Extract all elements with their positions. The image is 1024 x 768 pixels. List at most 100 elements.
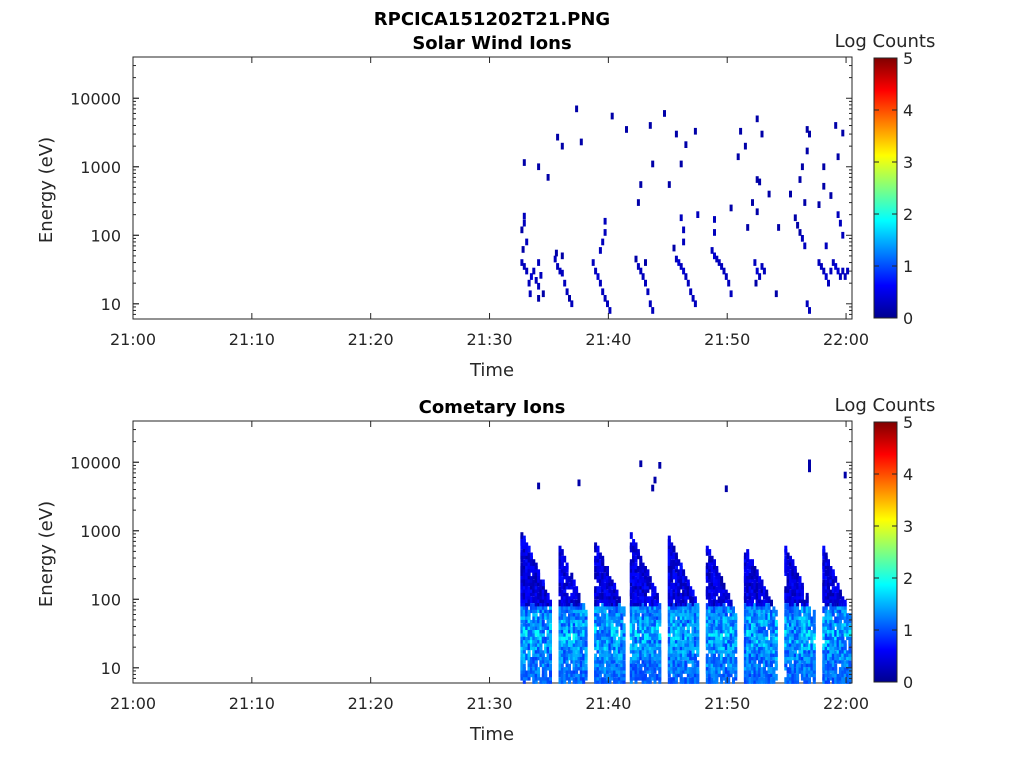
- cometary-cell: [608, 603, 612, 610]
- cometary-cell: [689, 657, 693, 664]
- cometary-cell: [831, 660, 835, 668]
- cometary-cell: [527, 643, 531, 651]
- cometary-cell: [525, 623, 529, 630]
- cometary-cell: [710, 650, 714, 657]
- cometary-cell: [598, 572, 602, 580]
- cometary-cell: [784, 633, 788, 641]
- cometary-cell: [610, 579, 614, 587]
- cometary-cell: [639, 559, 643, 566]
- cometary-cell: [684, 582, 688, 590]
- cometary-cell: [679, 623, 683, 630]
- cometary-cell: [539, 650, 543, 657]
- cometary-cell: [767, 640, 771, 647]
- cometary-cell: [674, 579, 678, 587]
- cometary-cell: [653, 619, 657, 627]
- cometary-cell: [803, 633, 807, 641]
- cometary-cell: [691, 596, 695, 603]
- solar-wind-cell: [641, 273, 645, 280]
- cometary-cell: [582, 613, 586, 620]
- cometary-cell: [770, 599, 773, 607]
- cometary-cell: [575, 599, 579, 607]
- cometary-cell: [644, 616, 647, 624]
- cometary-cell: [632, 599, 636, 607]
- cometary-cell: [679, 572, 683, 580]
- cometary-cell: [596, 566, 600, 573]
- cometary-cell: [532, 670, 536, 678]
- solar-wind-cell: [841, 231, 845, 239]
- cometary-cell: [674, 599, 678, 607]
- cometary-cell: [710, 677, 714, 684]
- cometary-cell: [603, 640, 607, 647]
- cometary-cell: [715, 640, 719, 647]
- cometary-cell: [639, 646, 643, 654]
- cometary-cell: [705, 589, 709, 597]
- cometary-cell: [760, 589, 764, 597]
- cometary-cell: [753, 572, 757, 580]
- solar-wind-cell: [762, 267, 766, 275]
- cometary-cell: [689, 613, 693, 620]
- cometary-cell: [582, 653, 586, 661]
- cometary-cell: [644, 660, 647, 668]
- cometary-cell: [812, 670, 816, 678]
- cometary-cell: [632, 623, 636, 630]
- cometary-cell: [648, 663, 652, 671]
- cometary-cell: [598, 566, 602, 573]
- cometary-cell: [710, 603, 714, 610]
- cometary-cell: [639, 599, 643, 607]
- cometary-cell: [789, 603, 792, 610]
- cometary-cell: [684, 636, 688, 644]
- solar-wind-cell: [560, 142, 564, 150]
- cometary-cell: [594, 640, 598, 647]
- cometary-cell: [534, 636, 538, 644]
- cometary-cell: [689, 609, 693, 617]
- cometary-cell: [613, 609, 617, 617]
- cometary-cell: [613, 599, 617, 607]
- cometary-cell: [639, 670, 643, 678]
- solar-wind-cell: [817, 259, 821, 266]
- cometary-cell: [674, 640, 678, 647]
- cometary-cell: [648, 673, 652, 681]
- cometary-cell: [606, 613, 609, 620]
- cometary-cell: [549, 613, 552, 620]
- cometary-cell: [613, 650, 617, 657]
- cometary-cell: [693, 633, 697, 641]
- cometary-cell: [796, 576, 800, 583]
- cometary-cell: [693, 609, 697, 617]
- cometary-cell: [727, 677, 731, 684]
- cometary-cell: [520, 633, 524, 641]
- cometary-cell: [743, 566, 747, 573]
- cometary-cell: [831, 576, 835, 583]
- cometary-cell: [622, 673, 626, 681]
- cometary-cell: [791, 636, 795, 644]
- cometary-cell: [793, 566, 797, 573]
- cometary-cell: [843, 471, 847, 479]
- solar-wind-cell: [767, 190, 771, 198]
- cometary-cell: [812, 626, 816, 634]
- cometary-cell: [753, 613, 757, 620]
- cometary-cell: [636, 633, 640, 641]
- cometary-cell: [822, 586, 826, 593]
- cometary-cell: [808, 670, 811, 678]
- cometary-cell: [606, 663, 609, 671]
- cometary-cell: [636, 636, 640, 644]
- cometary-cell: [679, 599, 683, 607]
- cometary-cell: [572, 626, 576, 634]
- cometary-cell: [791, 586, 795, 593]
- cometary-cell: [789, 596, 792, 603]
- cometary-cell: [798, 640, 802, 647]
- solar-wind-cell: [798, 229, 802, 236]
- cometary-cell: [824, 623, 828, 630]
- cometary-cell: [653, 603, 657, 610]
- cometary-cell: [717, 579, 721, 587]
- solar-wind-cell: [546, 174, 550, 181]
- cometary-cell: [601, 657, 605, 664]
- cometary-cell: [632, 572, 636, 580]
- cometary-cell: [705, 626, 709, 634]
- cometary-cell: [798, 660, 802, 668]
- cometary-colorbar-tick-label: 0: [903, 673, 913, 692]
- cometary-cell: [808, 623, 811, 630]
- cometary-cell: [724, 657, 728, 664]
- cometary-cell: [693, 653, 697, 661]
- cometary-cell: [798, 667, 802, 674]
- cometary-cell: [653, 660, 657, 668]
